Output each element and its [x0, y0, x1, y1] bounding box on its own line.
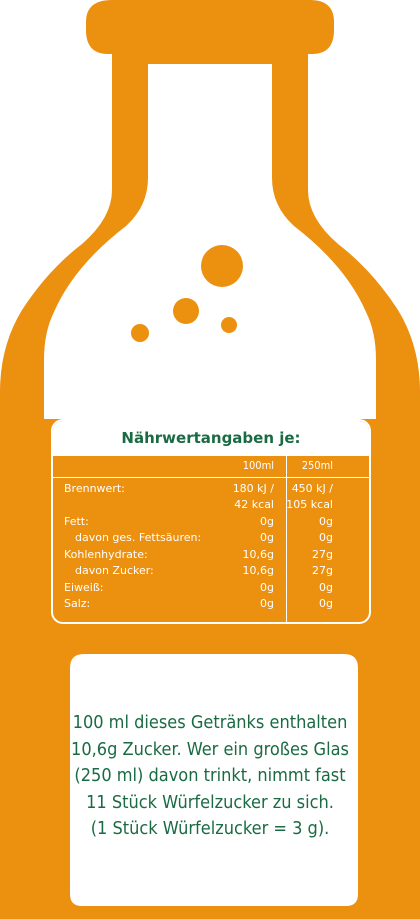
- row-label: davon ges. Fettsäuren:: [75, 531, 202, 544]
- bubble-large: [201, 245, 243, 287]
- row-value-250: 27g: [312, 548, 333, 561]
- bubble-small-left: [131, 324, 149, 342]
- row-value-100: 10,6g: [242, 548, 274, 561]
- col-100ml-header: 100ml: [242, 459, 274, 472]
- row-value-100: 0g: [260, 515, 274, 528]
- row-label: Salz:: [64, 597, 91, 610]
- message-line: (1 Stück Würfelzucker = 3 g).: [90, 818, 330, 839]
- column-divider: [286, 456, 287, 622]
- row-value-250: 450 kJ /: [291, 482, 333, 495]
- message-line: 100 ml dieses Getränks enthalten: [72, 712, 348, 733]
- flask-inner: [44, 64, 376, 419]
- table-title: Nährwertangaben je:: [53, 421, 369, 456]
- message-line: 10,6g Zucker. Wer ein großes Glas: [71, 738, 349, 760]
- row-label: Kohlenhydrate:: [64, 548, 148, 561]
- message-line: (250 ml) davon trinkt, nimmt fast: [74, 765, 346, 786]
- col-250ml-header: 250ml: [301, 459, 333, 472]
- message-line: 11 Stück Würfelzucker zu sich.: [86, 791, 334, 813]
- sugar-message: 100 ml dieses Getränks enthalten 10,6g Z…: [0, 710, 420, 843]
- row-value-250: 0g: [319, 581, 333, 594]
- bubble-medium: [173, 298, 199, 324]
- row-value-100: 180 kJ /: [232, 482, 274, 495]
- row-label: davon Zucker:: [75, 564, 154, 577]
- row-value-250: 27g: [312, 564, 333, 577]
- row-label: Eiweiß:: [64, 581, 104, 594]
- row-label: Brennwert:: [64, 482, 125, 495]
- row-value-100: 0g: [260, 597, 274, 610]
- row-value-250: 0g: [319, 597, 333, 610]
- row-value-250: 0g: [319, 531, 333, 544]
- row-value-100: 0g: [260, 581, 274, 594]
- bubble-small-right: [221, 317, 237, 333]
- row-value-100: 42 kcal: [234, 498, 274, 511]
- lower-white: [70, 654, 358, 906]
- row-value-100: 10,6g: [242, 564, 274, 577]
- column-header-row: 100ml 250ml: [53, 456, 369, 478]
- nutrition-table: Nährwertangaben je: 100ml 250ml Brennwer…: [51, 419, 371, 624]
- row-value-100: 0g: [260, 531, 274, 544]
- row-value-250: 105 kcal: [286, 498, 333, 511]
- row-label: Fett:: [64, 515, 89, 528]
- row-value-250: 0g: [319, 515, 333, 528]
